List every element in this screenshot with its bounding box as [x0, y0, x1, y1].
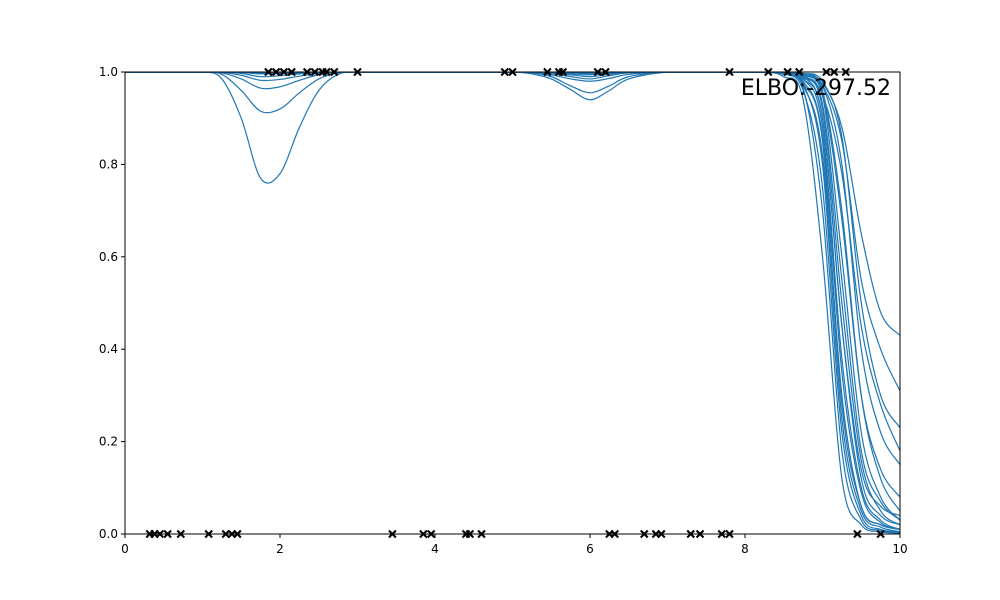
elbo-annotation: ELBO:-297.52: [741, 76, 891, 101]
x-tick-label: 2: [276, 542, 284, 556]
x-tick-label: 6: [586, 542, 594, 556]
y-axis: 0.0 0.2 0.4 0.6 0.8 1.0: [99, 65, 125, 541]
posterior-curve-11: [125, 72, 900, 533]
x-tick-label: 10: [892, 542, 907, 556]
posterior-curve-19: [125, 72, 900, 530]
x-tick-label: 0: [121, 542, 129, 556]
posterior-curve-13: [125, 72, 900, 534]
y-tick-label: 0.0: [99, 527, 118, 541]
posterior-curve-17: [125, 72, 900, 534]
x-axis: 0 2 4 6 8 10: [121, 534, 908, 556]
plot-frame: [124, 71, 901, 535]
x-tick-label: 8: [741, 542, 749, 556]
y-tick-label: 0.8: [99, 157, 118, 171]
y-tick-label: 0.6: [99, 250, 118, 264]
posterior-curve-14: [125, 72, 900, 517]
posterior-curve-16: [125, 72, 900, 498]
y-tick-label: 1.0: [99, 65, 118, 79]
x-tick-label: 4: [431, 542, 439, 556]
posterior-curve-10: [125, 72, 900, 530]
posterior-curve-12: [125, 72, 900, 466]
y-tick-label: 0.2: [99, 435, 118, 449]
y-tick-label: 0.4: [99, 342, 118, 356]
posterior-curve-18: [125, 72, 900, 429]
posterior-curve-20: [125, 72, 900, 526]
